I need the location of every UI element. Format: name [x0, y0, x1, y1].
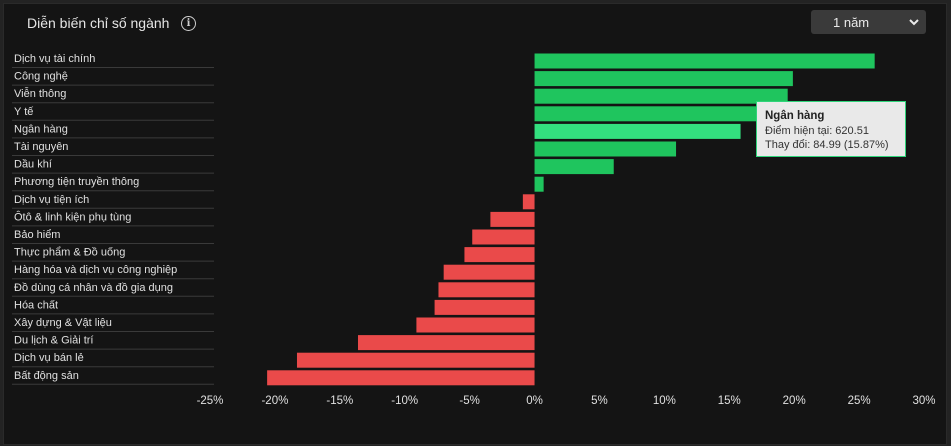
- category-label: Thực phẩm & Đồ uống: [14, 247, 125, 259]
- x-tick-label: 20%: [783, 395, 806, 407]
- negative-bar[interactable]: [490, 211, 535, 227]
- tooltip-change-value: Thay đổi: 84.99 (15.87%): [765, 139, 889, 151]
- positive-bar[interactable]: [534, 106, 766, 122]
- category-label: Y tế: [14, 106, 33, 118]
- category-label: Bất động sản: [14, 370, 79, 382]
- tooltip-title: Ngân hàng: [765, 110, 825, 122]
- chart-tooltip: Ngân hàng Điểm hiện tại: 620.51 Thay đổi…: [756, 101, 906, 157]
- negative-bar[interactable]: [296, 352, 535, 368]
- positive-bar[interactable]: [534, 88, 788, 104]
- x-tick-label: 15%: [718, 395, 741, 407]
- info-icon[interactable]: i: [181, 16, 196, 31]
- category-label: Ngân hàng: [14, 123, 68, 135]
- positive-bar[interactable]: [534, 176, 544, 192]
- x-tick-label: -10%: [391, 395, 418, 407]
- x-tick-label: -25%: [197, 395, 224, 407]
- negative-bar[interactable]: [464, 247, 535, 263]
- category-label: Phương tiện truyền thông: [14, 176, 139, 188]
- x-tick-label: 5%: [591, 395, 608, 407]
- panel-title: Diễn biến chỉ số ngành: [27, 15, 170, 31]
- period-select-value: 1 năm: [833, 15, 870, 30]
- category-label: Dầu khí: [14, 159, 52, 171]
- x-tick-label: 25%: [848, 395, 871, 407]
- negative-bar[interactable]: [443, 264, 535, 280]
- tooltip-current-value: Điểm hiện tại: 620.51: [765, 125, 869, 137]
- x-tick-label: 0%: [526, 395, 543, 407]
- x-tick-label: -20%: [261, 395, 288, 407]
- negative-bar[interactable]: [438, 282, 535, 298]
- x-tick-label: 10%: [653, 395, 676, 407]
- positive-bar[interactable]: [534, 71, 793, 87]
- positive-bar[interactable]: [534, 159, 614, 175]
- negative-bar[interactable]: [522, 194, 535, 210]
- x-tick-label: 30%: [912, 395, 935, 407]
- positive-bar[interactable]: [534, 123, 741, 139]
- negative-bar[interactable]: [434, 299, 535, 315]
- category-label: Viễn thông: [14, 87, 66, 100]
- negative-bar[interactable]: [416, 317, 535, 333]
- category-label: Dịch vụ tiện ích: [14, 194, 89, 206]
- category-label: Hàng hóa và dịch vụ công nghiệp: [14, 264, 177, 276]
- negative-bar[interactable]: [472, 229, 535, 245]
- negative-bar[interactable]: [357, 335, 535, 351]
- category-label: Tài nguyên: [14, 141, 68, 153]
- category-label: Bảo hiểm: [14, 229, 60, 241]
- chevron-down-icon: [909, 19, 919, 26]
- category-label: Dịch vụ tài chính: [14, 53, 95, 65]
- negative-bar[interactable]: [267, 370, 535, 386]
- period-select[interactable]: 1 năm: [811, 10, 926, 34]
- category-label: Dịch vụ bán lẻ: [14, 352, 84, 364]
- positive-bar[interactable]: [534, 53, 875, 69]
- x-tick-label: -15%: [326, 395, 353, 407]
- category-label: Hóa chất: [14, 299, 58, 311]
- panel-header: Diễn biến chỉ số ngành i 1 năm: [4, 4, 946, 40]
- category-label: Công nghệ: [14, 71, 68, 83]
- category-label: Du lịch & Giải trí: [14, 335, 93, 347]
- category-label: Đồ dùng cá nhân và đồ gia dụng: [14, 282, 173, 294]
- x-tick-label: -5%: [459, 395, 479, 407]
- category-label: Xây dựng & Vật liệu: [14, 317, 112, 329]
- positive-bar[interactable]: [534, 141, 677, 157]
- category-label: Ôtô & linh kiện phụ tùng: [14, 210, 131, 223]
